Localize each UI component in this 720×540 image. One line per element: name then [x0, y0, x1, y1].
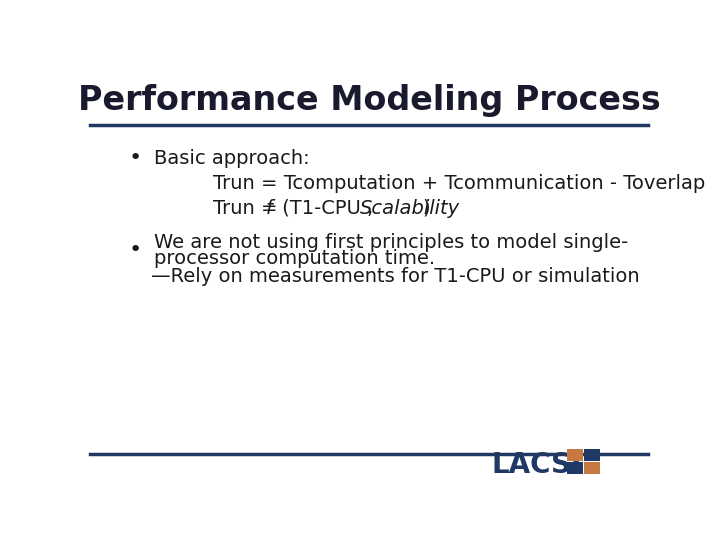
FancyBboxPatch shape [585, 449, 600, 461]
Text: (T1-CPU ,: (T1-CPU , [276, 199, 386, 218]
Text: ): ) [422, 199, 430, 218]
FancyBboxPatch shape [567, 462, 582, 474]
Text: •: • [129, 240, 143, 260]
Text: processor computation time.: processor computation time. [154, 248, 436, 268]
Text: Scalability: Scalability [359, 199, 459, 218]
Text: Performance Modeling Process: Performance Modeling Process [78, 84, 660, 117]
Text: We are not using first principles to model single-: We are not using first principles to mod… [154, 233, 629, 252]
Text: f: f [266, 199, 273, 218]
Text: LACSI: LACSI [492, 451, 582, 479]
FancyBboxPatch shape [585, 462, 600, 474]
FancyBboxPatch shape [567, 449, 582, 461]
Text: Trun =: Trun = [213, 199, 284, 218]
Text: Trun = Tcomputation + Tcommunication - Toverlap: Trun = Tcomputation + Tcommunication - T… [213, 174, 705, 193]
Text: Basic approach:: Basic approach: [154, 149, 310, 168]
Text: •: • [129, 148, 143, 168]
Text: —Rely on measurements for T1-CPU or simulation: —Rely on measurements for T1-CPU or simu… [151, 267, 640, 286]
